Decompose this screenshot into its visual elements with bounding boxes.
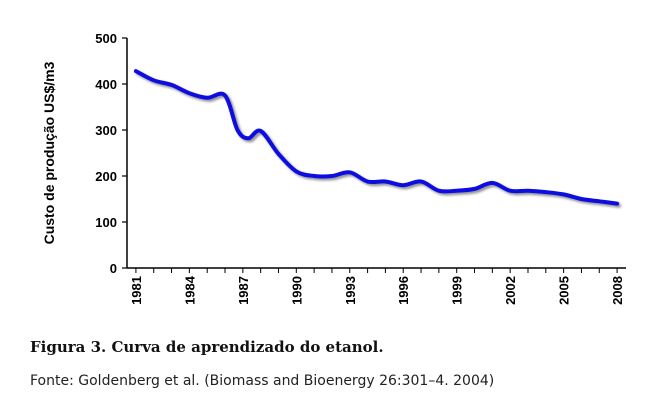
x-tick-label: 1987: [236, 276, 251, 305]
x-tick-label: 2002: [503, 276, 518, 305]
y-ticks: 0 100 200 300 400 500: [95, 31, 127, 276]
y-tick-label: 500: [95, 31, 117, 46]
y-tick-label: 200: [95, 169, 117, 184]
x-tick-label: 1981: [129, 276, 144, 305]
x-tick-label: 2008: [610, 276, 625, 305]
figure-source: Fonte: Goldenberg et al. (Biomass and Bi…: [30, 373, 495, 389]
figure-caption: Figura 3. Curva de aprendizado do etanol…: [30, 338, 384, 356]
y-tick-label: 100: [95, 215, 117, 230]
x-tick-label: 1984: [182, 275, 197, 305]
x-tick-label: 2005: [557, 276, 572, 305]
y-tick-label: 0: [110, 261, 117, 276]
x-tick-label: 1996: [396, 276, 411, 305]
chart: 0 100 200 300 400 500 1981 1984 1987 1990 1993 199…: [41, 31, 626, 305]
x-ticks: 1981 1984 1987 1990 1993 1996 1999 2002 2005 2008: [129, 268, 625, 305]
y-tick-label: 400: [95, 77, 117, 92]
x-tick-label: 1999: [450, 276, 465, 305]
x-tick-label: 1993: [343, 276, 358, 305]
y-tick-label: 300: [95, 123, 117, 138]
y-axis-title: Custo de produção US$/m3: [41, 61, 57, 244]
axes: [126, 38, 626, 269]
x-tick-label: 1990: [289, 276, 304, 305]
series-line: [133, 69, 620, 206]
series-layer: [133, 69, 620, 206]
